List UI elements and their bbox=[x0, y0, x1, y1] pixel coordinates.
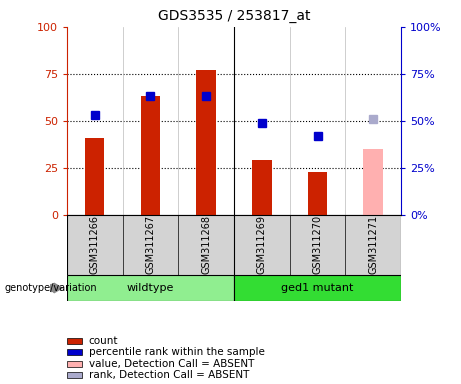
Text: GSM311268: GSM311268 bbox=[201, 215, 211, 274]
Text: GSM311269: GSM311269 bbox=[257, 215, 267, 274]
Text: percentile rank within the sample: percentile rank within the sample bbox=[89, 347, 265, 357]
Text: rank, Detection Call = ABSENT: rank, Detection Call = ABSENT bbox=[89, 370, 249, 380]
Text: value, Detection Call = ABSENT: value, Detection Call = ABSENT bbox=[89, 359, 254, 369]
Bar bbox=[67, 275, 234, 301]
Text: ged1 mutant: ged1 mutant bbox=[281, 283, 354, 293]
Bar bbox=[308, 172, 327, 215]
Bar bbox=[85, 138, 105, 215]
Text: GSM311266: GSM311266 bbox=[90, 215, 100, 274]
Bar bbox=[67, 372, 82, 378]
Bar bbox=[67, 349, 82, 355]
Text: genotype/variation: genotype/variation bbox=[5, 283, 97, 293]
Bar bbox=[363, 149, 383, 215]
Bar bbox=[67, 361, 82, 367]
Bar bbox=[196, 70, 216, 215]
Bar bbox=[234, 275, 401, 301]
FancyArrow shape bbox=[51, 283, 62, 293]
Bar bbox=[141, 96, 160, 215]
Bar bbox=[67, 338, 82, 344]
Text: wildtype: wildtype bbox=[127, 283, 174, 293]
Text: count: count bbox=[89, 336, 118, 346]
Text: GSM311267: GSM311267 bbox=[145, 215, 155, 274]
Text: GSM311270: GSM311270 bbox=[313, 215, 323, 274]
Bar bbox=[252, 161, 272, 215]
Text: GSM311271: GSM311271 bbox=[368, 215, 378, 274]
Title: GDS3535 / 253817_at: GDS3535 / 253817_at bbox=[158, 9, 310, 23]
